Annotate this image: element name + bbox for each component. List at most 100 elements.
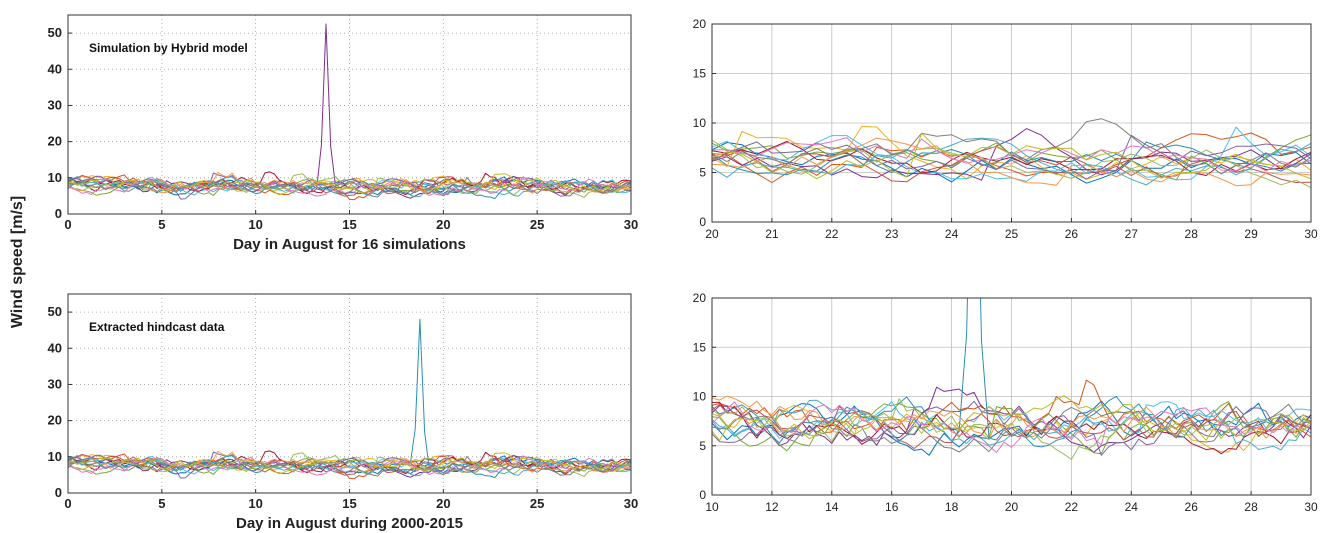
chart-annotation: Simulation by Hybrid model <box>89 41 248 55</box>
x-tick-label: 18 <box>945 500 959 514</box>
y-tick-label: 15 <box>693 340 707 354</box>
x-tick-label: 12 <box>765 500 779 514</box>
series-line-13 <box>68 455 631 477</box>
series-line-15 <box>712 403 1311 453</box>
y-tick-label: 20 <box>693 17 707 31</box>
x-tick-label: 27 <box>1125 227 1139 241</box>
y-tick-label: 50 <box>48 25 62 40</box>
y-tick-label: 50 <box>48 304 62 319</box>
x-tick-label: 22 <box>1065 500 1079 514</box>
y-tick-label: 0 <box>55 206 62 221</box>
y-tick-label: 10 <box>48 449 62 464</box>
x-tick-label: 25 <box>1005 227 1019 241</box>
series-line-10 <box>68 452 631 477</box>
y-tick-label: 10 <box>48 170 62 185</box>
x-tick-label: 30 <box>624 217 638 232</box>
x-axis-label: Day in August for 16 simulations <box>233 236 466 253</box>
series-line-10 <box>68 173 631 198</box>
y-tick-label: 5 <box>699 439 706 453</box>
series-line-4 <box>712 128 1311 181</box>
series-line-16 <box>68 173 631 196</box>
y-tick-label: 10 <box>693 116 707 130</box>
x-tick-label: 0 <box>64 496 71 511</box>
x-tick-label: 21 <box>765 227 779 241</box>
x-tick-label: 30 <box>1304 227 1318 241</box>
x-tick-label: 24 <box>945 227 959 241</box>
chart-panel-b: 20 21 22 23 24 25 26 27 28 29 30 0 5 10 15 20 <box>693 17 1318 241</box>
y-tick-label: 20 <box>48 413 62 428</box>
y-tick-label: 5 <box>699 166 706 180</box>
x-tick-label: 24 <box>1125 500 1139 514</box>
shared-y-axis-label: Wind speed [m/s] <box>9 196 26 328</box>
x-tick-label: 26 <box>1185 500 1199 514</box>
y-tick-label: 0 <box>699 215 706 229</box>
x-tick-label: 15 <box>342 217 356 232</box>
x-axis-label: Day in August during 2000-2015 <box>236 515 463 532</box>
x-tick-label: 10 <box>705 500 719 514</box>
x-tick-label: 10 <box>248 217 262 232</box>
x-tick-label: 23 <box>885 227 899 241</box>
x-tick-label: 5 <box>158 496 165 511</box>
series-line-12 <box>712 137 1311 187</box>
y-tick-label: 40 <box>48 61 62 76</box>
series-line-16 <box>68 452 631 475</box>
series-line-13 <box>712 399 1311 451</box>
y-tick-label: 20 <box>693 291 707 305</box>
y-tick-label: 15 <box>693 67 707 81</box>
x-tick-label: 20 <box>705 227 719 241</box>
y-tick-label: 0 <box>699 488 706 502</box>
series-line-15 <box>68 455 631 477</box>
series-line-2 <box>712 132 1311 183</box>
series-group <box>68 23 631 201</box>
series-group <box>712 298 1311 460</box>
x-tick-label: 5 <box>158 217 165 232</box>
series-line-12 <box>68 450 631 473</box>
x-tick-label: 16 <box>885 500 899 514</box>
x-tick-label: 22 <box>825 227 839 241</box>
x-tick-label: 20 <box>436 217 450 232</box>
series-group <box>712 118 1311 189</box>
y-tick-label: 10 <box>693 390 707 404</box>
chart-annotation: Extracted hindcast data <box>89 320 225 334</box>
y-tick-label: 30 <box>48 97 62 112</box>
series-line-11 <box>712 134 1311 180</box>
series-line-3 <box>712 404 1311 453</box>
series-line-3 <box>712 126 1311 180</box>
x-tick-label: 20 <box>1005 500 1019 514</box>
x-tick-label: 30 <box>624 496 638 511</box>
series-line-11 <box>68 451 631 479</box>
series-line-12 <box>68 171 631 194</box>
series-line-10 <box>712 139 1311 189</box>
series-line-16 <box>712 132 1311 180</box>
series-line-16 <box>712 395 1311 441</box>
series-line-11 <box>68 172 631 200</box>
series-line-14 <box>712 401 1311 453</box>
x-tick-label: 14 <box>825 500 839 514</box>
x-tick-label: 28 <box>1244 500 1258 514</box>
series-line-5 <box>712 401 1311 455</box>
series-line-10 <box>712 398 1311 460</box>
x-tick-label: 15 <box>342 496 356 511</box>
x-tick-label: 25 <box>530 217 544 232</box>
series-group <box>68 318 631 480</box>
x-tick-label: 26 <box>1065 227 1079 241</box>
chart-panel-d: 10 12 14 16 18 20 22 24 26 28 30 0 5 10 15 20 <box>693 291 1318 514</box>
x-tick-label: 0 <box>64 217 71 232</box>
y-tick-label: 30 <box>48 376 62 391</box>
x-tick-label: 29 <box>1244 227 1258 241</box>
x-tick-label: 25 <box>530 496 544 511</box>
x-tick-label: 28 <box>1185 227 1199 241</box>
chart-panel-c: 0 5 10 15 20 25 30 0 10 20 30 40 50 Extracted hindcas… <box>48 293 638 532</box>
y-tick-label: 0 <box>55 485 62 500</box>
chart-panel-a: 0 5 10 15 20 25 30 0 10 20 30 40 50 Simulation by Hyb… <box>48 14 638 253</box>
series-line-8 <box>712 298 1311 448</box>
series-line-11 <box>712 400 1311 456</box>
x-tick-label: 10 <box>248 496 262 511</box>
y-tick-label: 40 <box>48 340 62 355</box>
series-line-7 <box>712 141 1311 176</box>
series-line-8 <box>712 141 1311 176</box>
x-tick-label: 30 <box>1304 500 1318 514</box>
y-tick-label: 20 <box>48 134 62 149</box>
series-line-13 <box>68 176 631 198</box>
